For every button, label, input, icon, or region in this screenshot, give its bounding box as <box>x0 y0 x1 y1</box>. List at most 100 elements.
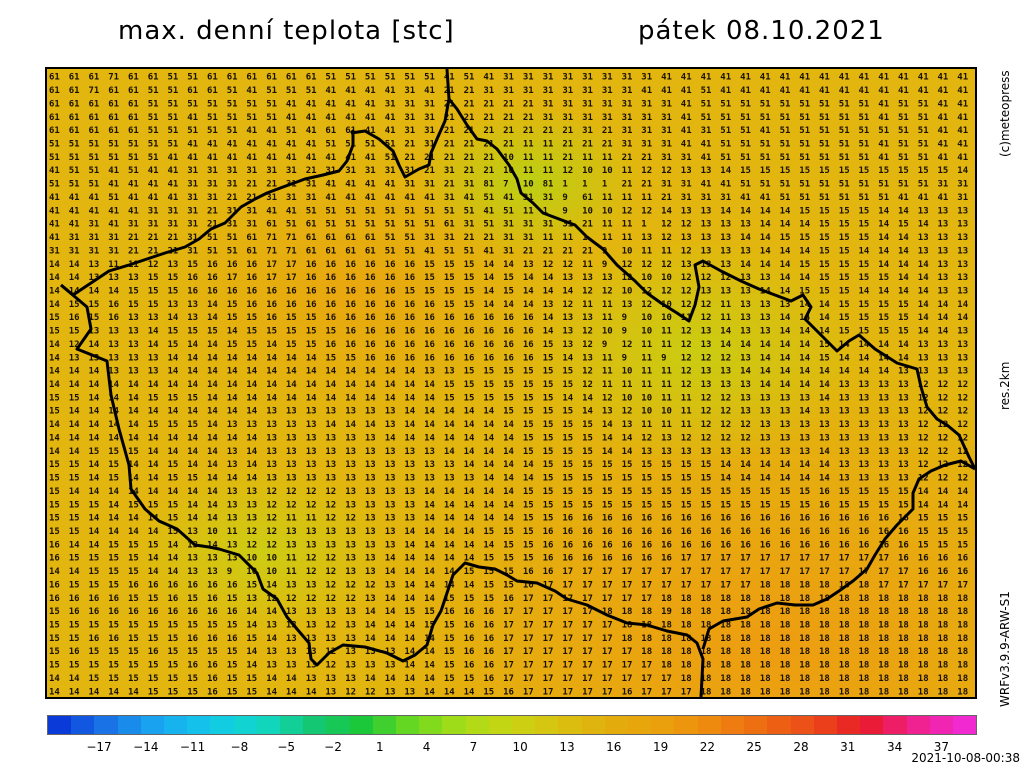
temperature-value: 11 <box>543 153 554 163</box>
temperature-value: 16 <box>207 661 218 671</box>
temperature-value: 51 <box>878 126 889 136</box>
temperature-value: 31 <box>345 166 356 176</box>
temperature-value: 51 <box>799 113 810 123</box>
temperature-value: 15 <box>878 166 889 176</box>
temperature-value: 15 <box>898 166 909 176</box>
temperature-value: 31 <box>424 99 435 109</box>
temperature-value: 15 <box>483 554 494 564</box>
temperature-value: 14 <box>69 287 80 297</box>
temperature-value: 10 <box>266 567 277 577</box>
temperature-value: 51 <box>168 86 179 96</box>
temperature-value: 12 <box>325 487 336 497</box>
temperature-value: 13 <box>780 300 791 310</box>
temperature-value: 16 <box>108 634 119 644</box>
temperature-value: 14 <box>444 527 455 537</box>
temperature-value: 13 <box>345 647 356 657</box>
temperature-value: 14 <box>49 674 60 684</box>
temperature-value: 13 <box>306 607 317 617</box>
temperature-value: 15 <box>325 327 336 337</box>
temperature-value: 17 <box>878 554 889 564</box>
temperature-value: 16 <box>207 687 218 697</box>
temperature-value: 18 <box>799 687 810 697</box>
temperature-value: 14 <box>207 380 218 390</box>
temperature-value: 17 <box>562 580 573 590</box>
temperature-value: 51 <box>404 233 415 243</box>
temperature-value: 15 <box>168 474 179 484</box>
temperature-value: 18 <box>740 621 751 631</box>
temperature-value: 51 <box>839 153 850 163</box>
temperature-value: 14 <box>385 634 396 644</box>
temperature-value: 18 <box>878 661 889 671</box>
temperature-value: 51 <box>345 73 356 83</box>
temperature-value: 17 <box>582 674 593 684</box>
temperature-value: 41 <box>938 126 949 136</box>
temperature-value: 21 <box>266 180 277 190</box>
temperature-value: 18 <box>898 647 909 657</box>
temperature-value: 21 <box>207 206 218 216</box>
border-northwest <box>60 129 355 297</box>
colorbar-tick-label: 10 <box>512 740 528 754</box>
temperature-value: 14 <box>108 393 119 403</box>
temperature-value: 61 <box>69 113 80 123</box>
temperature-value: 13 <box>128 340 139 350</box>
temperature-value: 17 <box>799 554 810 564</box>
temperature-value: 12 <box>622 407 633 417</box>
temperature-value: 12 <box>543 260 554 270</box>
temperature-value: 31 <box>622 140 633 150</box>
temperature-value: 21 <box>622 153 633 163</box>
temperature-value: 13 <box>701 246 712 256</box>
temperature-value: 15 <box>562 407 573 417</box>
temperature-value: 17 <box>543 634 554 644</box>
temperature-value: 41 <box>799 86 810 96</box>
temperature-value: 17 <box>780 567 791 577</box>
temperature-value: 21 <box>543 126 554 136</box>
temperature-value: 14 <box>464 460 475 470</box>
temperature-value: 15 <box>523 500 534 510</box>
temperature-value: 11 <box>661 340 672 350</box>
temperature-value: 13 <box>602 407 613 417</box>
temperature-value: 13 <box>187 567 198 577</box>
temperature-value: 16 <box>641 540 652 550</box>
temperature-value: 13 <box>898 434 909 444</box>
temperature-value: 13 <box>306 474 317 484</box>
temperature-value: 14 <box>918 487 929 497</box>
temperature-value: 16 <box>701 527 712 537</box>
temperature-value: 13 <box>128 273 139 283</box>
temperature-value: 11 <box>720 313 731 323</box>
temperature-value: 15 <box>227 300 238 310</box>
temperature-value: 15 <box>89 647 100 657</box>
temperature-value: 41 <box>306 140 317 150</box>
temperature-value: 14 <box>523 287 534 297</box>
temperature-value: 14 <box>187 407 198 417</box>
temperature-value: 14 <box>168 567 179 577</box>
temperature-value: 16 <box>207 634 218 644</box>
temperature-value: 31 <box>562 220 573 230</box>
temperature-value: 31 <box>187 233 198 243</box>
temperature-value: 18 <box>839 661 850 671</box>
temperature-value: 13 <box>859 447 870 457</box>
temperature-value: 61 <box>128 126 139 136</box>
temperature-value: 14 <box>799 220 810 230</box>
temperature-value: 13 <box>859 420 870 430</box>
temperature-value: 13 <box>227 514 238 524</box>
temperature-value: 13 <box>306 634 317 644</box>
temperature-value: 16 <box>108 607 119 617</box>
temperature-value: 18 <box>878 621 889 631</box>
temperature-value: 14 <box>444 407 455 417</box>
temperature-value: 13 <box>938 206 949 216</box>
colorbar-tick-label: 37 <box>933 740 950 754</box>
temperature-value: 16 <box>503 313 514 323</box>
temperature-value: 13 <box>720 287 731 297</box>
temperature-value: 13 <box>385 407 396 417</box>
temperature-value: 21 <box>562 246 573 256</box>
temperature-value: 12 <box>681 300 692 310</box>
temperature-value: 16 <box>780 527 791 537</box>
temperature-value: 14 <box>404 434 415 444</box>
temperature-value: 15 <box>306 313 317 323</box>
temperature-value: 51 <box>760 153 771 163</box>
temperature-value: 12 <box>69 340 80 350</box>
temperature-value: 13 <box>365 514 376 524</box>
temperature-value: 13 <box>385 647 396 657</box>
temperature-value: 17 <box>661 567 672 577</box>
temperature-value: 1 <box>641 220 646 230</box>
